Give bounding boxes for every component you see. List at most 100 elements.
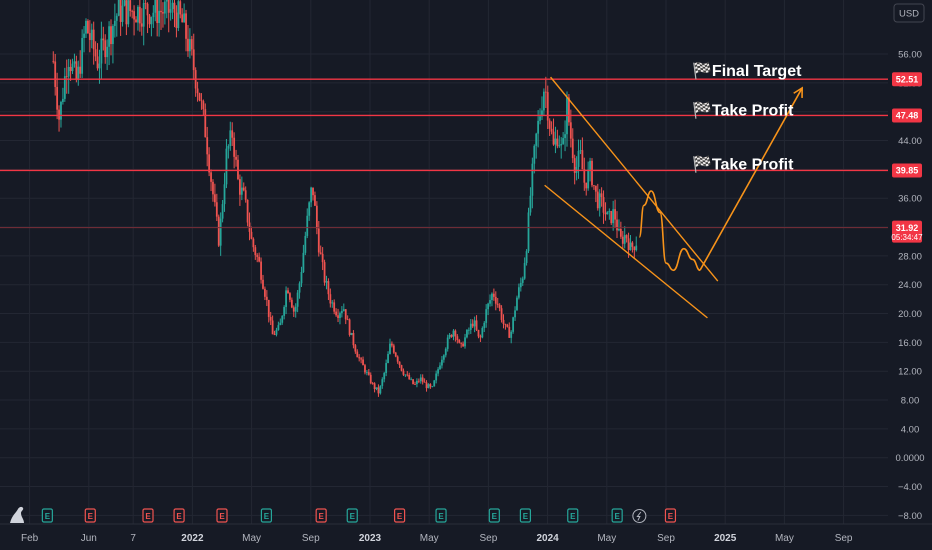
candle-body	[85, 20, 87, 34]
candle-body	[398, 361, 401, 366]
projection-arrow-line[interactable]	[699, 87, 803, 271]
candle-body	[517, 287, 520, 298]
price-axis[interactable]: 56.0052.0048.0044.0040.0036.0032.0028.00…	[891, 50, 924, 522]
candle-body	[625, 235, 628, 239]
x-tick-label: Sep	[835, 533, 853, 544]
candle-body	[489, 300, 491, 304]
channel-lower-line[interactable]	[544, 184, 708, 319]
candle-body	[250, 231, 253, 239]
candle-body	[108, 26, 110, 47]
y-tick-label: 28.00	[898, 251, 922, 262]
candle-body	[210, 172, 212, 182]
earnings-event-label: E	[88, 512, 94, 521]
candle-body	[350, 332, 353, 335]
candle-body	[175, 12, 178, 29]
earnings-event-icon	[567, 508, 579, 523]
candle-body	[462, 343, 464, 347]
candle-body	[591, 160, 593, 186]
candle-body	[202, 101, 205, 110]
horizontal-levels[interactable]	[0, 78, 888, 229]
level-price-badge	[892, 163, 922, 178]
candle-body	[560, 143, 563, 146]
level-price-label: 52.51	[896, 74, 919, 84]
time-axis[interactable]: Feb Jun 7 2022 May Sep 2023 May Sep 2024 May Sep 202…	[0, 523, 932, 544]
candle-body	[100, 38, 103, 64]
y-tick-label: 0.0000	[895, 453, 924, 464]
earnings-event-label: E	[438, 512, 444, 521]
candle-body	[192, 49, 195, 71]
candle-body	[600, 193, 603, 198]
candle-body	[198, 93, 201, 101]
annotations: 🏁Final Target 🏁Take Profit 🏁Take Profit	[692, 61, 802, 173]
candle-body	[377, 387, 380, 394]
earnings-event-icon	[346, 508, 358, 523]
candle-body	[110, 26, 112, 45]
candle-body	[546, 92, 549, 121]
candle-body	[371, 383, 374, 384]
candle-body	[573, 158, 576, 173]
candle-body	[417, 380, 420, 382]
y-tick-label: −8.00	[898, 511, 922, 522]
candle-body	[552, 131, 555, 145]
candle-body	[479, 336, 482, 338]
candle-body	[598, 193, 601, 209]
candle-body	[562, 138, 565, 144]
candle-body	[167, 0, 170, 13]
candle-body	[312, 187, 314, 196]
earnings-event-label: E	[614, 512, 620, 521]
currency-button[interactable]: USD	[893, 3, 925, 23]
candle-body	[87, 20, 89, 34]
candle-body	[577, 150, 580, 167]
earnings-event-label: E	[492, 512, 498, 521]
candle-body	[365, 372, 368, 374]
candle-body	[133, 11, 135, 20]
candle-body	[319, 252, 322, 254]
candle-body	[342, 309, 345, 311]
candle-body	[596, 191, 599, 209]
x-tick-label: Feb	[21, 533, 39, 544]
candle-body	[90, 29, 93, 41]
candle-body	[452, 330, 455, 337]
candle-body	[123, 0, 126, 6]
x-tick-label: 2023	[359, 533, 382, 544]
x-tick-label: May	[775, 533, 794, 544]
candle-body	[514, 310, 516, 318]
candle-body	[125, 0, 128, 25]
candle-body	[71, 63, 74, 72]
y-tick-label: 56.00	[898, 50, 922, 61]
candle-body	[244, 190, 247, 200]
candle-body	[75, 61, 78, 80]
earnings-event-label: E	[176, 512, 182, 521]
candle-body	[593, 185, 595, 187]
candle-body	[554, 138, 557, 145]
candle-body	[206, 137, 209, 155]
candle-body	[485, 309, 488, 323]
candle-body	[448, 334, 451, 338]
candle-body	[419, 377, 422, 382]
drawings[interactable]	[544, 76, 803, 319]
candle-body	[512, 317, 515, 332]
candle-body	[69, 66, 72, 72]
candle-body	[527, 212, 530, 252]
candle-body	[523, 262, 526, 279]
candle-body	[271, 320, 274, 335]
current-price-badge	[892, 220, 922, 243]
candle-body	[204, 109, 207, 138]
candle-body	[340, 310, 343, 314]
candle-body	[165, 0, 168, 2]
candle-body	[187, 38, 189, 52]
candle-body	[456, 336, 459, 340]
earnings-event-icon	[173, 508, 185, 523]
level-price-label: 39.85	[896, 166, 919, 176]
candle-body	[364, 365, 366, 373]
projection-path[interactable]	[638, 190, 701, 272]
candle-body	[225, 148, 228, 185]
candle-body	[442, 355, 445, 360]
candle-body	[466, 329, 468, 338]
channel-upper-line[interactable]	[550, 76, 719, 282]
candle-body	[154, 0, 157, 13]
earnings-event-label: E	[219, 512, 225, 521]
candle-body	[65, 76, 68, 77]
candle-body	[396, 356, 399, 362]
